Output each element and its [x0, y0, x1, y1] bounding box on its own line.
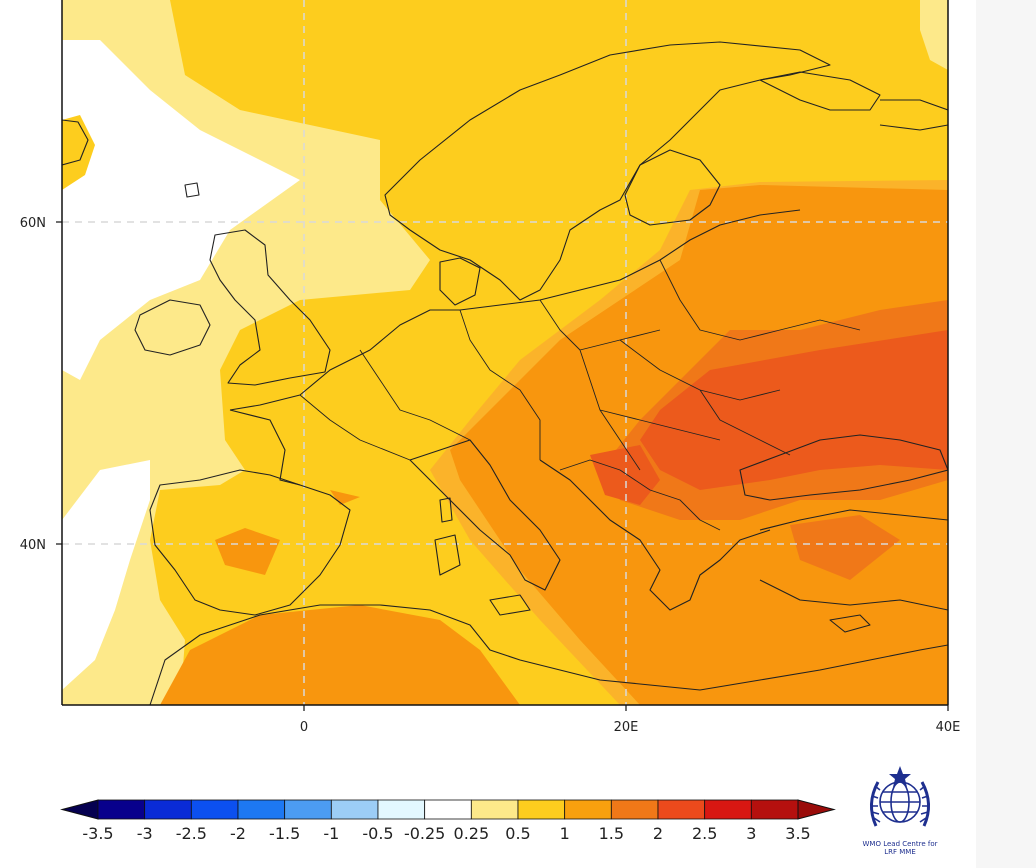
anomaly-region-red-orange-core [640, 330, 948, 490]
coastline-north-africa [149, 604, 948, 705]
coastline-scandinavia [384, 41, 831, 301]
coastline-black-sea [739, 434, 948, 501]
colorbar-swatch [704, 799, 752, 820]
coastline-sardinia [434, 534, 461, 576]
colorbar-label: 3.5 [785, 824, 810, 843]
coastline-france [229, 409, 301, 486]
colorbar-swatch [284, 799, 332, 820]
coastline-kola [759, 71, 881, 111]
coastline-anatolia [759, 509, 948, 611]
country-borders [299, 259, 861, 531]
colorbar-swatch [564, 799, 612, 820]
colorbar-swatch [470, 799, 519, 820]
colorbar-swatch [517, 799, 566, 820]
latitude-label-60n: 60N [20, 216, 46, 231]
map-frame [61, 0, 949, 706]
colorbar-label: 2 [653, 824, 663, 843]
coastline-ireland [134, 299, 211, 356]
coastline-sicily [489, 594, 531, 616]
map-area [62, 0, 948, 705]
coastline-finland [624, 149, 721, 226]
latitude-label-40n: 40N [20, 538, 46, 553]
right-margin-panel [976, 0, 1036, 868]
coastline-northeast [879, 99, 948, 131]
anomaly-region-neutral-west [62, 460, 150, 690]
tick-marks [56, 221, 949, 711]
anomaly-region-dark-orange-turkey [790, 515, 900, 580]
colorbar-label: -0.25 [404, 824, 445, 843]
colorbar-over-triangle [797, 799, 836, 820]
colorbar-label: 3 [746, 824, 756, 843]
colorbar-under-triangle [60, 799, 99, 820]
anomaly-region-yellow-spot [62, 115, 95, 190]
colorbar-label: -2.5 [176, 824, 207, 843]
colorbar: -3.5 -3 -2.5 -2 -1.5 -1 -0.5 -0.25 0.25 0.5 1 1.5 2 2… [60, 799, 836, 843]
colorbar-label: 1 [560, 824, 570, 843]
anomaly-region-red-orange-balkans [590, 445, 660, 505]
colorbar-swatch [190, 799, 239, 820]
colorbar-swatch [657, 799, 706, 820]
wmo-logo [852, 764, 948, 864]
coastline-continental-europe [229, 209, 801, 411]
anomaly-region-orange-southwest [160, 605, 520, 705]
colorbar-swatch [97, 799, 146, 820]
coastline-cyprus [829, 614, 871, 633]
coastline-denmark [439, 257, 481, 306]
colorbar-label: -3 [137, 824, 153, 843]
colorbar-label: -1.5 [269, 824, 300, 843]
wmo-logo-caption-line1: WMO Lead Centre for [862, 840, 938, 848]
colorbar-swatch [377, 799, 426, 820]
colorbar-label: -0.5 [362, 824, 393, 843]
colorbar-swatch [750, 799, 799, 820]
coastline-faroe [184, 182, 200, 198]
map-figure: 60N 40N 0 20E 40E -3.5 -3 -2.5 -2 -1.5 -1 -0.5… [20, 0, 961, 843]
colorbar-label: -3.5 [82, 824, 113, 843]
longitude-label-0: 0 [300, 720, 308, 735]
coastline-italy [409, 439, 561, 591]
colorbar-swatch [144, 799, 192, 820]
anomaly-region-pale-north-east [920, 0, 948, 70]
coastlines [62, 41, 948, 705]
colorbar-label: 0.5 [505, 824, 530, 843]
coastline-balkans [539, 459, 771, 611]
longitude-label-20e: 20E [614, 720, 639, 735]
gridlines [62, 0, 948, 705]
colorbar-label: 0.25 [454, 824, 490, 843]
wmo-emblem-icon [870, 766, 930, 827]
longitude-label-40e: 40E [936, 720, 961, 735]
colorbar-label: -1 [323, 824, 339, 843]
wmo-logo-caption: WMO Lead Centre for LRF MME [852, 840, 948, 856]
anomaly-region-orange-iberia [215, 528, 280, 575]
colorbar-swatch [237, 799, 286, 820]
colorbar-label: 1.5 [599, 824, 624, 843]
colorbar-swatch [330, 799, 379, 820]
coastline-great-britain [209, 229, 331, 386]
coastline-iberia [149, 469, 351, 616]
anomaly-region-neutral-north-atlantic [62, 40, 300, 380]
colorbar-label: 2.5 [692, 824, 717, 843]
colorbar-swatch [610, 799, 659, 820]
colorbar-swatch [424, 799, 472, 820]
wmo-logo-caption-line2: LRF MME [884, 848, 916, 856]
coastline-greenland-edge [62, 119, 89, 166]
coastline-corsica [439, 497, 453, 523]
colorbar-label: -2 [230, 824, 246, 843]
